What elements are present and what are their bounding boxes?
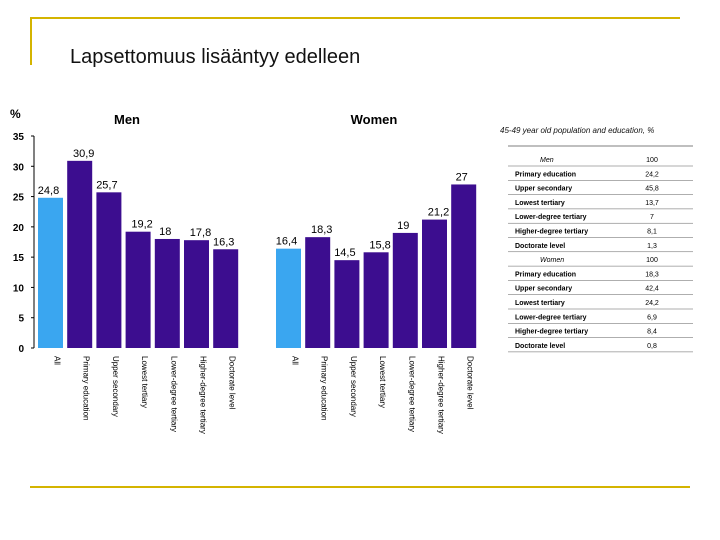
y-axis-label: % — [10, 107, 21, 121]
table-row-value: 24,2 — [645, 300, 659, 307]
value-label: 21,2 — [428, 207, 449, 219]
bar-women-6 — [451, 184, 477, 348]
table-row-label: Upper secondary — [515, 286, 572, 293]
value-label: 17,8 — [190, 227, 211, 239]
bar-women-1 — [305, 237, 331, 348]
y-tick-label: 5 — [18, 314, 24, 325]
table-row-label: Women — [540, 257, 564, 264]
value-label: 25,7 — [96, 179, 117, 191]
value-label: 18,3 — [311, 224, 332, 236]
table-row-label: Doctorate level — [515, 343, 565, 350]
table-row-label: Higher-degree tertiary — [515, 329, 588, 336]
bar-women-3 — [363, 252, 389, 348]
value-label: 16,3 — [213, 236, 234, 248]
value-label: 14,5 — [334, 247, 355, 259]
category-label: Upper secondary — [111, 356, 120, 417]
category-label: Lowest tertiary — [140, 356, 149, 408]
y-tick-label: 10 — [13, 283, 25, 294]
table-row-value: 0,8 — [647, 343, 657, 350]
category-label: Primary education — [82, 356, 91, 420]
table-row-value: 18,3 — [645, 271, 659, 278]
bar-men-2 — [96, 192, 122, 348]
category-label: Doctorate level — [228, 356, 237, 410]
table-row-value: 8,4 — [647, 329, 657, 336]
table-row-label: Upper secondary — [515, 186, 572, 193]
table-row-value: 100 — [646, 157, 658, 164]
table-row-label: Men — [540, 157, 554, 164]
bottom-rule — [30, 486, 690, 488]
bar-women-4 — [392, 232, 418, 348]
value-label: 18 — [159, 226, 171, 238]
value-label: 19 — [397, 220, 409, 232]
bar-men-6 — [213, 249, 239, 348]
category-label: Lower-degree tertiary — [169, 356, 178, 432]
y-tick-label: 15 — [13, 253, 25, 264]
bar-women-5 — [422, 219, 447, 348]
table-row-value: 13,7 — [645, 200, 659, 207]
table-row-value: 45,8 — [645, 186, 659, 193]
table-row-label: Primary education — [515, 171, 576, 178]
table-row-label: Lowest tertiary — [515, 300, 565, 307]
bar-women-2 — [334, 260, 360, 348]
category-label: Higher-degree tertiary — [437, 356, 446, 434]
table-row-value: 8,1 — [647, 229, 657, 236]
table-row-value: 7 — [650, 214, 654, 221]
table-row-label: Doctorate level — [515, 243, 565, 250]
table-row-label: Higher-degree tertiary — [515, 229, 588, 236]
value-label: 15,8 — [369, 239, 390, 251]
y-tick-label: 35 — [13, 132, 25, 143]
value-label: 30,9 — [73, 148, 94, 160]
category-label: Upper secondary — [349, 356, 358, 417]
y-tick-label: 30 — [13, 162, 25, 173]
value-label: 19,2 — [131, 219, 152, 231]
top-rule — [30, 17, 680, 19]
table-row-value: 42,4 — [645, 286, 659, 293]
y-tick-label: 25 — [13, 193, 25, 204]
side-table-title: 45-49 year old population and education,… — [500, 126, 655, 135]
group-label-men: Men — [114, 112, 140, 127]
group-label-women: Women — [351, 112, 398, 127]
category-label: All — [53, 356, 62, 365]
table-row-value: 6,9 — [647, 314, 657, 321]
table-row-label: Lower-degree tertiary — [515, 314, 587, 321]
bar-men-3 — [125, 231, 151, 348]
table-row-label: Lowest tertiary — [515, 200, 565, 207]
left-rule — [30, 17, 32, 65]
category-label: Lower-degree tertiary — [407, 356, 416, 432]
slide-title: Lapsettomuus lisääntyy edelleen — [70, 46, 361, 68]
bar-men-4 — [154, 238, 180, 348]
table-row-label: Primary education — [515, 271, 576, 278]
table-row-label: Lower-degree tertiary — [515, 214, 587, 221]
table-row-value: 24,2 — [645, 171, 659, 178]
table-row-value: 1,3 — [647, 243, 657, 250]
y-tick-label: 20 — [13, 223, 25, 234]
category-label: All — [291, 356, 300, 365]
bar-men-5 — [184, 240, 209, 348]
table-row-value: 100 — [646, 257, 658, 264]
category-label: Higher-degree tertiary — [199, 356, 208, 434]
category-label: Lowest tertiary — [378, 356, 387, 408]
value-label: 16,4 — [276, 236, 297, 248]
bar-men-1 — [67, 160, 93, 348]
value-label: 27 — [456, 171, 468, 183]
y-tick-label: 0 — [18, 344, 24, 355]
category-label: Doctorate level — [466, 356, 475, 410]
bar-men-0 — [38, 197, 63, 348]
bar-women-0 — [276, 248, 301, 348]
category-label: Primary education — [320, 356, 329, 420]
value-label: 24,8 — [38, 185, 59, 197]
